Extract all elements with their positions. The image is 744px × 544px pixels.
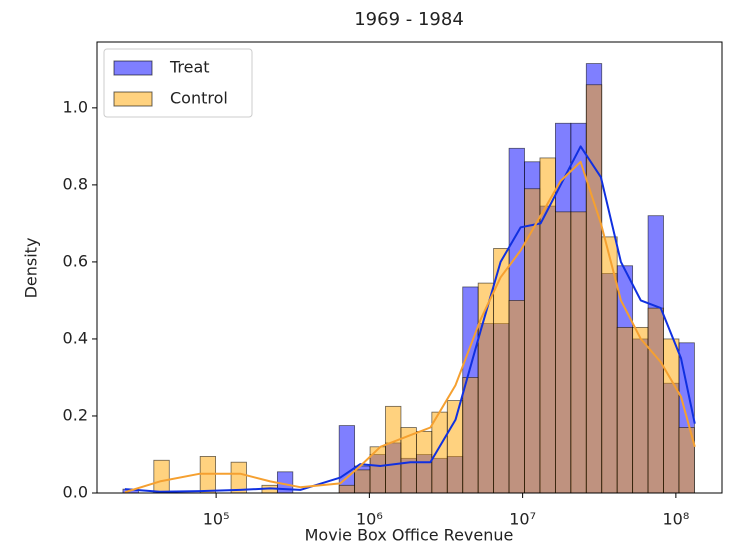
legend-swatch bbox=[113, 91, 153, 107]
bar bbox=[153, 459, 170, 494]
y-axis-label: Density bbox=[22, 238, 41, 299]
bar bbox=[554, 211, 572, 494]
legend-label: Control bbox=[170, 89, 228, 108]
bar bbox=[524, 188, 541, 494]
bar bbox=[647, 307, 664, 494]
bar bbox=[570, 211, 587, 494]
x-tick-label: 10⁸ bbox=[662, 510, 689, 529]
y-tick-label: 0.8 bbox=[63, 174, 88, 193]
y-tick-label: 0.2 bbox=[63, 405, 88, 424]
y-tick-label: 1.0 bbox=[63, 97, 88, 116]
bar bbox=[431, 411, 448, 494]
chart-title: 1969 - 1984 bbox=[354, 9, 464, 30]
bar bbox=[616, 326, 634, 494]
bar bbox=[230, 461, 247, 494]
legend-label: Treat bbox=[169, 58, 210, 77]
x-axis-label: Movie Box Office Revenue bbox=[305, 526, 514, 544]
bar bbox=[338, 484, 356, 494]
y-tick-label: 0.6 bbox=[63, 251, 88, 270]
kde-line bbox=[124, 160, 696, 494]
bar bbox=[585, 84, 603, 494]
bar bbox=[632, 326, 649, 494]
kde-line bbox=[124, 145, 696, 493]
x-tick-label: 10⁷ bbox=[509, 510, 536, 529]
bar bbox=[354, 469, 371, 494]
legend-swatch bbox=[113, 60, 153, 76]
bar bbox=[385, 405, 402, 494]
bar bbox=[446, 400, 464, 494]
x-tick-label: 10⁵ bbox=[203, 510, 230, 529]
bar bbox=[462, 377, 479, 494]
y-tick-label: 0.4 bbox=[63, 328, 88, 347]
y-tick-label: 0.0 bbox=[63, 483, 88, 502]
bar bbox=[199, 456, 217, 494]
plot-frame bbox=[96, 41, 723, 494]
bar bbox=[663, 338, 680, 494]
bar bbox=[508, 300, 525, 494]
x-tick-label: 10⁶ bbox=[356, 510, 383, 529]
